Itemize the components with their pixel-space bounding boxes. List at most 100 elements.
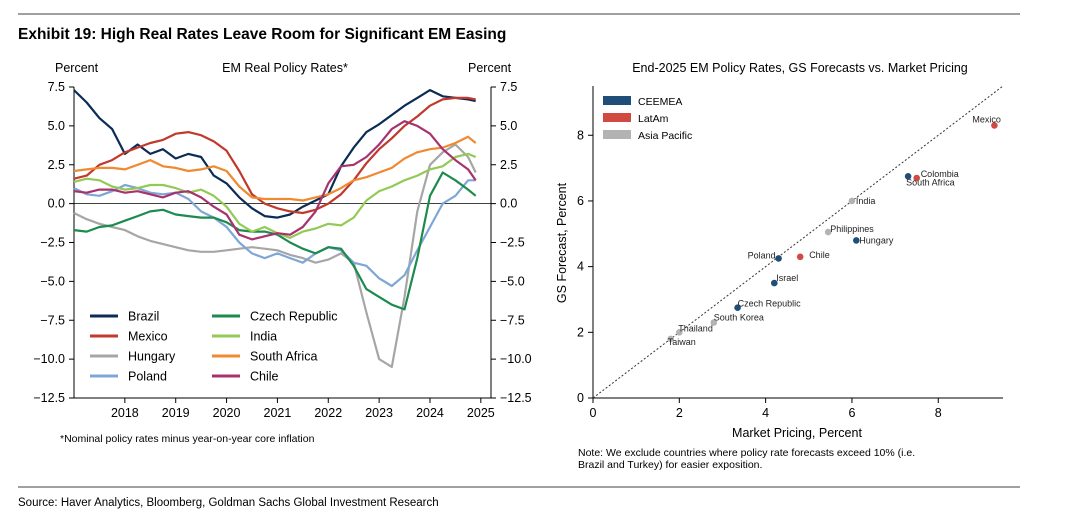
legend-swatch-latam: [603, 113, 631, 122]
point-thailand: [676, 329, 683, 336]
point-taiwan: [667, 335, 674, 343]
x-tick-label: 2023: [365, 406, 393, 420]
legend-label-poland: Poland: [128, 370, 167, 384]
series-line-chile: [73, 120, 477, 241]
point-colombia: [913, 174, 920, 182]
point-india: [848, 197, 856, 205]
scatter-x-tick-label: 6: [848, 406, 855, 420]
legend-label-chile: Chile: [250, 370, 279, 384]
point-czech-republic: [734, 304, 741, 312]
point-label-mexico: Mexico: [972, 114, 1001, 124]
right-x-axis-label: Market Pricing, Percent: [732, 426, 862, 440]
point-label-thailand: Thailand: [678, 323, 713, 333]
right-y-tick-label: −7.5: [500, 313, 525, 327]
scatter-y-tick-label: 2: [577, 325, 584, 339]
left-axes: 7.5 7.5 5.0 5.0 2.5 2.5 0.0 0.0 −2.5 −2.5 −5.0 −5.0…: [33, 80, 531, 420]
right-y-tick-label: −2.5: [500, 236, 525, 250]
point-label-poland: Poland: [748, 250, 776, 260]
right-note-line-1: Note: We exclude countries where policy …: [578, 447, 915, 459]
x-tick-label: 2025: [467, 406, 495, 420]
scatter-x-tick-label: 8: [935, 406, 942, 420]
legend-swatch-ceemea: [603, 96, 631, 105]
series-line-south-africa: [73, 135, 477, 202]
right-y-axis-label: GS Forecast, Percent: [555, 182, 569, 303]
series-line-poland: [73, 179, 476, 288]
right-y-tick-label: 0.0: [500, 197, 517, 211]
point-label-taiwan: Taiwan: [668, 337, 696, 347]
series-line-brazil: [73, 89, 476, 219]
left-y-tick-label: 5.0: [48, 119, 65, 133]
right-y-tick-label: 2.5: [500, 158, 517, 172]
series-line-mexico: [73, 96, 476, 215]
right-y-tick-label: −5.0: [500, 274, 525, 288]
left-series: [73, 89, 477, 368]
left-y-tick-label: −12.5: [33, 391, 65, 405]
point-south-africa: [904, 173, 912, 180]
scatter-y-tick-label: 4: [577, 260, 584, 274]
right-y-axis-label: Percent: [468, 61, 512, 75]
point-label-chile: Chile: [809, 250, 830, 260]
legend-label-mexico: Mexico: [128, 330, 168, 344]
series-line-czech-republic: [73, 171, 477, 311]
left-y-tick-label: −2.5: [40, 236, 65, 250]
point-label-czech-republic: Czech Republic: [738, 299, 802, 309]
point-hungary: [853, 237, 860, 244]
left-legend: Brazil Mexico Hungary Poland Czech Republic I…: [90, 310, 338, 384]
legend-label-brazil: Brazil: [128, 310, 159, 324]
legend-label-south-africa: South Africa: [250, 350, 317, 364]
left-chart-title: EM Real Policy Rates*: [222, 61, 348, 75]
legend-label-asia-pacific: Asia Pacific: [638, 130, 692, 142]
point-mexico: [991, 122, 998, 129]
point-label-india: India: [856, 196, 876, 206]
legend-swatch-asia-pacific: [603, 130, 631, 139]
left-y-tick-label: −10.0: [33, 352, 65, 366]
x-tick-label: 2019: [162, 406, 190, 420]
legend-label-czech-republic: Czech Republic: [250, 310, 338, 324]
scatter-y-tick-label: 8: [577, 128, 584, 142]
left-chart: EM Real Policy Rates* Percent Percent 7.…: [33, 61, 531, 445]
point-israel: [771, 279, 778, 287]
right-axes: 0 2 4 6 8 0 2 4 6 8: [577, 85, 1004, 420]
point-label-hungary: Hungary: [859, 235, 894, 245]
right-y-tick-label: 7.5: [500, 80, 517, 94]
right-y-tick-label: −12.5: [500, 391, 532, 405]
point-label-south-africa: South Africa: [906, 177, 955, 187]
legend-label-ceemea: CEEMEA: [638, 96, 682, 108]
x-tick-label: 2020: [213, 406, 241, 420]
right-note-line-2: Brazil and Turkey) for easier exposition…: [578, 459, 762, 471]
scatter-y-tick-label: 6: [577, 194, 584, 208]
left-y-tick-label: −7.5: [40, 313, 65, 327]
point-label-philippines: Philippines: [830, 224, 874, 234]
scatter-x-tick-label: 0: [590, 406, 597, 420]
left-footnote: *Nominal policy rates minus year-on-year…: [60, 433, 315, 445]
point-label-colombia: Colombia: [921, 169, 959, 179]
point-poland: [775, 255, 782, 262]
x-tick-label: 2018: [111, 406, 139, 420]
legend-label-latam: LatAm: [638, 113, 669, 125]
left-y-axis-label: Percent: [55, 61, 99, 75]
point-philippines: [824, 228, 832, 236]
point-south-korea: [710, 319, 718, 326]
point-label-south-korea: South Korea: [714, 313, 764, 323]
reference-diagonal-line: [592, 85, 1004, 399]
scatter-x-tick-label: 4: [762, 406, 769, 420]
right-chart-title: End-2025 EM Policy Rates, GS Forecasts v…: [632, 61, 968, 75]
x-tick-label: 2022: [314, 406, 342, 420]
right-legend: CEEMEA LatAm Asia Pacific: [603, 96, 692, 142]
scatter-x-tick-label: 2: [676, 406, 683, 420]
scatter-y-tick-label: 0: [577, 391, 584, 405]
left-y-tick-label: 0.0: [48, 197, 65, 211]
right-y-tick-label: 5.0: [500, 119, 517, 133]
left-y-tick-label: 2.5: [48, 158, 65, 172]
left-y-tick-label: 7.5: [48, 80, 65, 94]
series-line-hungary: [73, 143, 477, 368]
source-note: Source: Haver Analytics, Bloomberg, Gold…: [18, 497, 439, 509]
left-y-tick-label: −5.0: [40, 274, 65, 288]
legend-label-india: India: [250, 330, 277, 344]
right-y-tick-label: −10.0: [500, 352, 532, 366]
x-tick-label: 2021: [264, 406, 292, 420]
right-chart: End-2025 EM Policy Rates, GS Forecasts v…: [555, 61, 1004, 471]
